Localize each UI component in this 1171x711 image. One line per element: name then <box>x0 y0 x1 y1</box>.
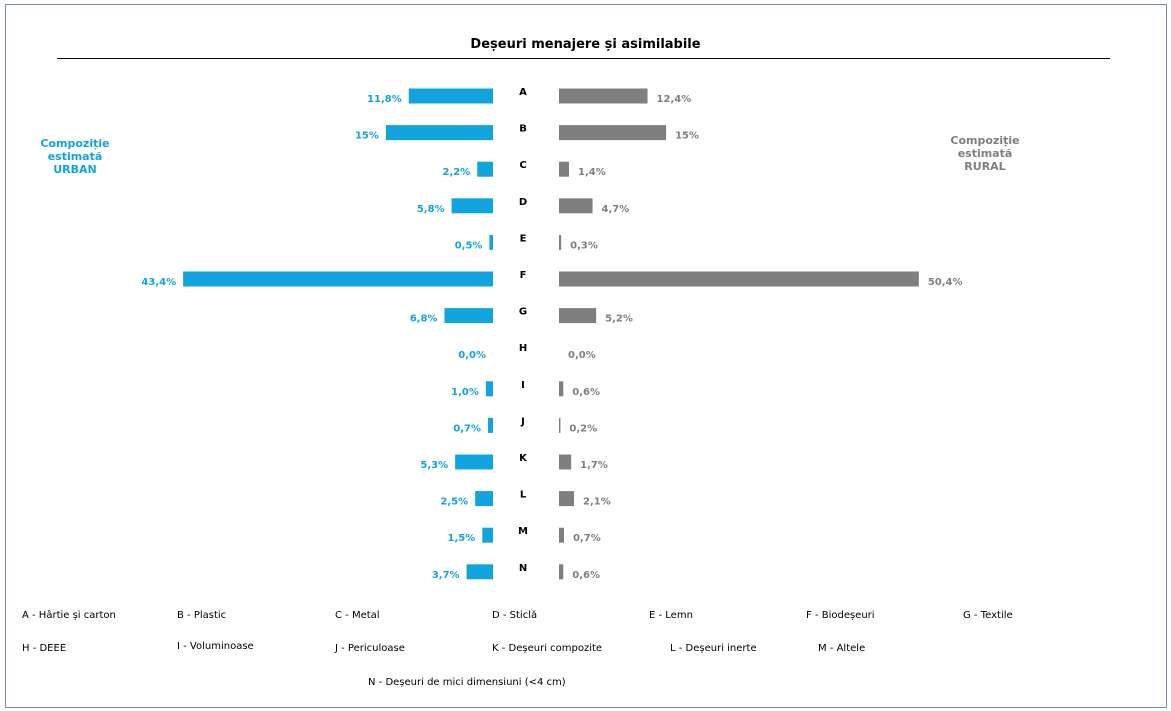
rural-value-label-k: 1,7% <box>580 460 608 471</box>
category-label-a: A <box>519 87 527 98</box>
urban-value-label-i: 1,0% <box>451 387 479 398</box>
urban-bar-j <box>488 417 493 433</box>
category-label-j: J <box>520 416 525 427</box>
urban-value-label-c: 2,2% <box>443 167 471 178</box>
rural-bar-c <box>559 161 569 177</box>
legend-item-h: H - DEEE <box>22 643 67 654</box>
urban-label-line-2: estimată <box>47 150 103 163</box>
urban-value-label-m: 1,5% <box>448 533 476 544</box>
chart-title: Deșeuri menajere și asimilabile <box>470 37 701 52</box>
urban-value-label-d: 5,8% <box>417 204 445 215</box>
rural-label-line-1: Compoziție <box>950 134 1020 147</box>
legend-item-j: J - Periculoase <box>335 643 405 654</box>
rural-bar-l <box>559 491 574 507</box>
legend-item-b: B - Plastic <box>177 610 227 621</box>
rural-bar-a <box>559 88 648 104</box>
rural-bar-g <box>559 308 597 324</box>
rural-label-line-3: RURAL <box>964 160 1006 173</box>
urban-bar-f <box>183 271 493 287</box>
legend-item-m: M - Altele <box>818 643 866 654</box>
title-underline <box>57 58 1110 59</box>
urban-bar-a <box>408 88 493 104</box>
rural-value-label-b: 15% <box>675 131 699 142</box>
category-label-h: H <box>519 343 527 354</box>
urban-value-label-a: 11,8% <box>367 94 402 105</box>
urban-bar-c <box>477 161 493 177</box>
legend-item-f: F - Biodeșeuri <box>806 610 875 621</box>
urban-value-label-b: 15% <box>355 131 379 142</box>
butterfly-bar-chart: A 11,8% 12,4% B 15% 15% C 2,2% 1,4% D 5,8% 4,7% E 0,5… <box>141 87 963 581</box>
rural-bar-b <box>559 125 667 141</box>
urban-bar-d <box>451 198 493 214</box>
rural-bar-k <box>559 454 572 470</box>
rural-bar-n <box>559 564 564 580</box>
urban-bar-b <box>385 125 493 141</box>
legend-item-d: D - Sticlă <box>492 610 538 621</box>
legend-item-l: L - Deșeuri inerte <box>670 643 757 654</box>
rural-value-label-j: 0,2% <box>569 423 597 434</box>
rural-value-label-i: 0,6% <box>572 387 600 398</box>
category-label-d: D <box>519 197 527 208</box>
category-label-g: G <box>519 307 527 318</box>
urban-value-label-h: 0,0% <box>458 350 486 361</box>
category-label-c: C <box>519 160 526 171</box>
rural-bar-f <box>559 271 919 287</box>
urban-value-label-k: 5,3% <box>420 460 448 471</box>
legend-item-n: N - Deșeuri de mici dimensiuni (<4 cm) <box>368 677 566 688</box>
urban-bar-m <box>482 527 493 543</box>
rural-value-label-h: 0,0% <box>568 350 596 361</box>
rural-value-label-c: 1,4% <box>578 167 606 178</box>
urban-value-label-e: 0,5% <box>455 240 483 251</box>
urban-label-line-1: Compoziție <box>40 137 110 150</box>
rural-label-line-2: estimată <box>957 147 1013 160</box>
urban-value-label-g: 6,8% <box>410 314 438 325</box>
urban-value-label-f: 43,4% <box>141 277 176 288</box>
category-label-e: E <box>520 233 527 244</box>
rural-value-label-l: 2,1% <box>583 497 611 508</box>
category-label-m: M <box>518 526 528 537</box>
urban-bar-l <box>475 491 493 507</box>
rural-bar-m <box>559 527 564 543</box>
legend-item-e: E - Lemn <box>649 610 693 621</box>
category-label-i: I <box>521 380 525 391</box>
rural-bar-i <box>559 381 564 397</box>
chart-frame <box>5 4 1167 708</box>
category-label-l: L <box>520 490 527 501</box>
urban-bar-e <box>489 234 493 250</box>
category-label-k: K <box>519 453 528 464</box>
rural-value-label-f: 50,4% <box>928 277 963 288</box>
urban-bar-n <box>466 564 493 580</box>
rural-bar-j <box>559 417 561 433</box>
urban-side-label: Compoziție estimată URBAN <box>15 137 135 176</box>
legend-item-k: K - Deșeuri compozite <box>492 643 603 654</box>
rural-bar-d <box>559 198 593 214</box>
urban-bar-g <box>444 308 493 324</box>
rural-value-label-m: 0,7% <box>573 533 601 544</box>
category-label-f: F <box>520 270 527 281</box>
rural-value-label-e: 0,3% <box>570 240 598 251</box>
legend-item-g: G - Textile <box>963 610 1013 621</box>
rural-side-label: Compoziție estimată RURAL <box>925 134 1045 173</box>
category-label-b: B <box>519 124 527 135</box>
urban-label-line-3: URBAN <box>53 163 97 176</box>
category-label-n: N <box>519 563 527 574</box>
urban-bar-k <box>455 454 493 470</box>
legend-item-c: C - Metal <box>335 610 380 621</box>
rural-value-label-a: 12,4% <box>657 94 692 105</box>
urban-value-label-j: 0,7% <box>453 423 481 434</box>
legend-item-a: A - Hârtie și carton <box>22 610 116 621</box>
rural-value-label-n: 0,6% <box>572 570 600 581</box>
urban-bar-i <box>485 381 493 397</box>
rural-value-label-g: 5,2% <box>605 314 633 325</box>
urban-value-label-l: 2,5% <box>440 497 468 508</box>
urban-value-label-n: 3,7% <box>432 570 460 581</box>
rural-bar-e <box>559 234 562 250</box>
rural-value-label-d: 4,7% <box>602 204 630 215</box>
legend-item-i: I - Voluminoase <box>177 641 254 652</box>
